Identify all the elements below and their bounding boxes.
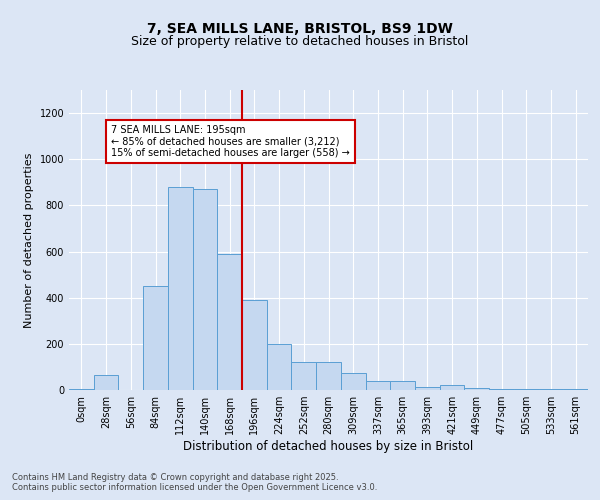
Bar xyxy=(193,189,217,390)
Bar xyxy=(267,344,292,390)
Bar xyxy=(94,375,118,390)
Bar xyxy=(415,386,440,390)
Text: 7, SEA MILLS LANE, BRISTOL, BS9 1DW: 7, SEA MILLS LANE, BRISTOL, BS9 1DW xyxy=(147,22,453,36)
Bar xyxy=(143,286,168,390)
Text: 7 SEA MILLS LANE: 195sqm
← 85% of detached houses are smaller (3,212)
15% of sem: 7 SEA MILLS LANE: 195sqm ← 85% of detach… xyxy=(111,124,350,158)
Bar xyxy=(365,381,390,390)
Bar xyxy=(69,389,94,390)
Bar xyxy=(217,254,242,390)
X-axis label: Distribution of detached houses by size in Bristol: Distribution of detached houses by size … xyxy=(184,440,473,453)
Bar xyxy=(292,362,316,390)
Bar xyxy=(514,389,539,390)
Bar xyxy=(440,386,464,390)
Y-axis label: Number of detached properties: Number of detached properties xyxy=(24,152,34,328)
Bar xyxy=(539,389,563,390)
Text: Size of property relative to detached houses in Bristol: Size of property relative to detached ho… xyxy=(131,36,469,49)
Bar xyxy=(489,389,514,390)
Bar xyxy=(563,389,588,390)
Bar xyxy=(242,300,267,390)
Bar xyxy=(168,187,193,390)
Bar xyxy=(464,388,489,390)
Text: Contains HM Land Registry data © Crown copyright and database right 2025.
Contai: Contains HM Land Registry data © Crown c… xyxy=(12,473,377,492)
Bar xyxy=(341,372,365,390)
Bar xyxy=(390,381,415,390)
Bar xyxy=(316,362,341,390)
